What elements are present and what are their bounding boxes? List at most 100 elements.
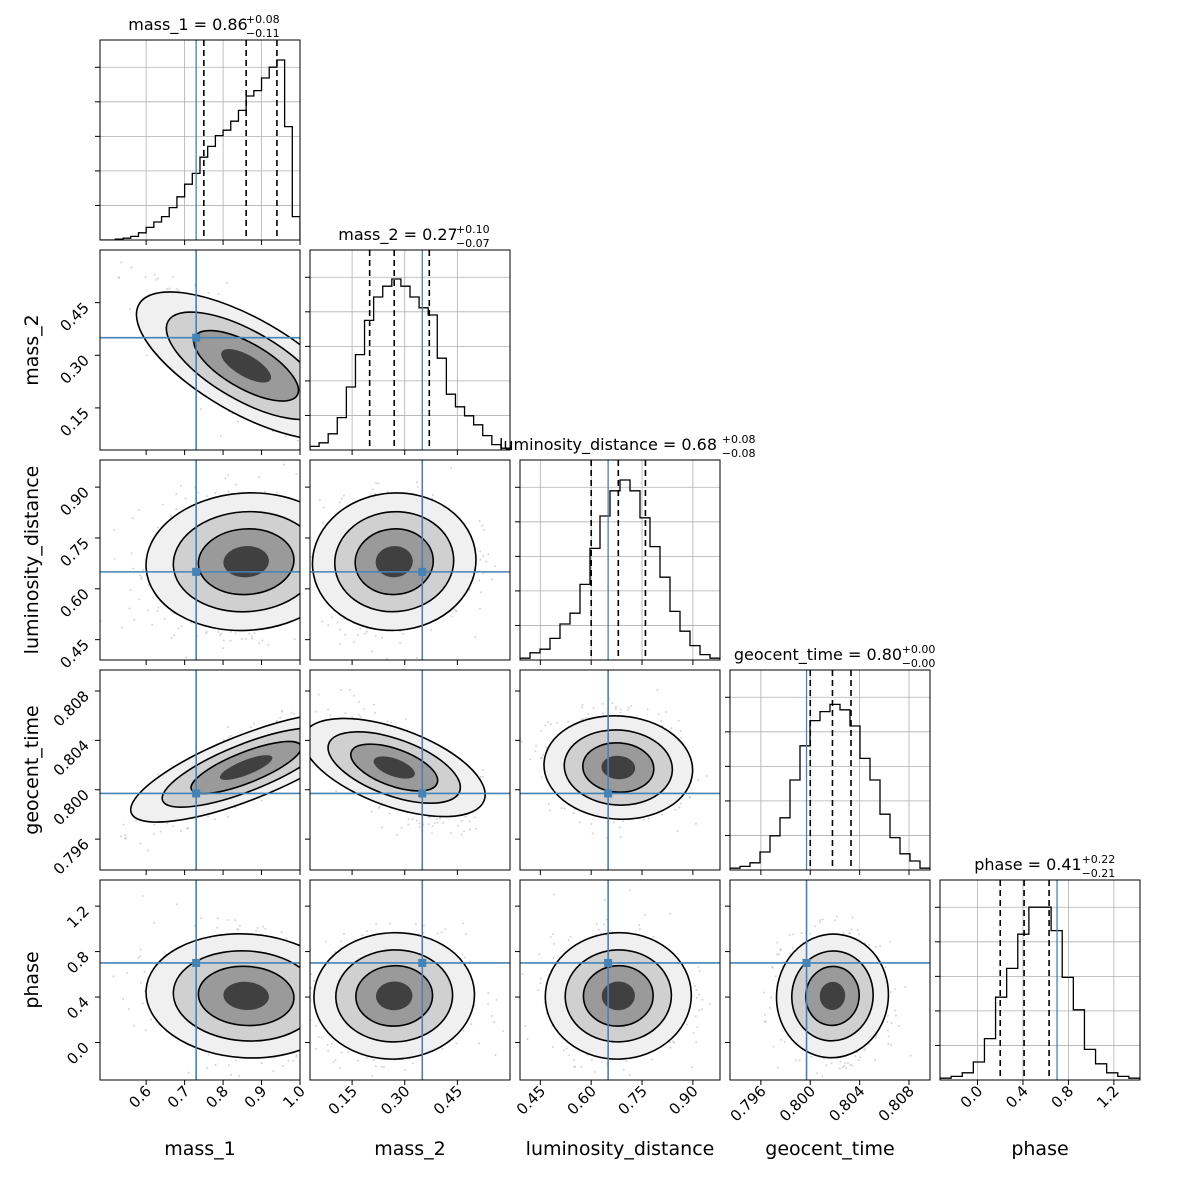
sample-point bbox=[581, 718, 584, 721]
sample-point bbox=[222, 647, 225, 650]
sample-point bbox=[545, 746, 548, 749]
hist-panel-luminosity_distance: luminosity_distance = 0.68 +0.08−0.08 bbox=[499, 433, 756, 665]
sample-point bbox=[481, 524, 484, 527]
sample-point bbox=[251, 637, 254, 640]
sample-point bbox=[344, 633, 347, 636]
sample-point bbox=[113, 529, 116, 532]
sample-point bbox=[688, 796, 691, 799]
sample-point bbox=[132, 567, 135, 570]
sample-point bbox=[121, 626, 124, 629]
sample-point bbox=[125, 836, 128, 839]
sample-point bbox=[321, 620, 324, 623]
truth-marker bbox=[192, 789, 201, 798]
sample-point bbox=[371, 650, 374, 653]
sample-point bbox=[306, 747, 308, 749]
sample-point bbox=[381, 826, 384, 829]
sample-point bbox=[407, 818, 410, 821]
panel-frame bbox=[309, 459, 511, 661]
sample-point bbox=[147, 584, 150, 587]
panel-frame bbox=[99, 249, 301, 451]
sample-point bbox=[217, 293, 220, 296]
sample-point bbox=[140, 576, 143, 579]
sample-point bbox=[353, 694, 356, 697]
sample-point bbox=[436, 821, 439, 824]
title-sup: +0.10 bbox=[456, 223, 490, 236]
sample-point bbox=[326, 425, 328, 427]
sample-point bbox=[146, 849, 149, 852]
sample-point bbox=[153, 273, 156, 276]
sample-point bbox=[302, 392, 304, 394]
sample-point bbox=[302, 750, 304, 752]
sample-point bbox=[311, 376, 313, 378]
sample-point bbox=[647, 817, 650, 820]
sample-point bbox=[300, 736, 302, 738]
sample-point bbox=[193, 284, 196, 287]
sample-point bbox=[449, 832, 452, 835]
sample-point bbox=[352, 640, 355, 643]
sample-point bbox=[180, 484, 183, 487]
sample-point bbox=[138, 598, 141, 601]
sample-point bbox=[331, 700, 333, 702]
sample-point bbox=[370, 810, 373, 813]
sample-point bbox=[317, 693, 320, 696]
sample-point bbox=[161, 503, 164, 506]
sample-point bbox=[304, 515, 306, 517]
sample-point bbox=[342, 494, 345, 497]
panel-content bbox=[100, 670, 346, 870]
sample-point bbox=[357, 713, 360, 716]
truth-marker bbox=[418, 789, 427, 798]
title-sub: −0.11 bbox=[246, 27, 280, 40]
panel-frame bbox=[99, 39, 301, 241]
sample-point bbox=[327, 614, 329, 616]
sample-point bbox=[460, 820, 463, 823]
y-tick-label: 0.30 bbox=[56, 351, 92, 387]
sample-point bbox=[119, 835, 122, 838]
sample-point bbox=[312, 429, 314, 431]
sample-point bbox=[205, 632, 208, 635]
sample-point bbox=[344, 715, 346, 717]
sample-point bbox=[142, 568, 145, 571]
sample-point bbox=[359, 627, 362, 630]
sample-point bbox=[482, 528, 485, 531]
sample-point bbox=[406, 443, 408, 445]
y-tick-label: 0.45 bbox=[56, 299, 92, 335]
sample-point bbox=[214, 492, 217, 495]
sample-point bbox=[431, 825, 434, 828]
sample-point bbox=[302, 407, 304, 409]
sample-point bbox=[344, 712, 347, 715]
sample-point bbox=[482, 572, 485, 575]
sample-point bbox=[430, 629, 433, 632]
sample-point bbox=[317, 481, 319, 483]
sample-point bbox=[323, 397, 325, 399]
sample-point bbox=[348, 688, 351, 691]
sample-point bbox=[316, 389, 318, 391]
sample-point bbox=[479, 775, 482, 778]
truth-marker bbox=[192, 567, 201, 576]
panel-frame bbox=[309, 669, 511, 871]
panel-mass_2-vs-luminosity_distance bbox=[305, 443, 511, 665]
sample-point bbox=[295, 472, 298, 475]
density-core bbox=[375, 546, 413, 578]
sample-point bbox=[156, 277, 159, 280]
sample-point bbox=[348, 422, 350, 424]
panel-frame bbox=[519, 459, 721, 661]
sample-point bbox=[327, 715, 329, 717]
sample-point bbox=[344, 438, 346, 440]
sample-point bbox=[304, 731, 306, 733]
sample-point bbox=[401, 632, 404, 635]
sample-point bbox=[139, 574, 142, 577]
sample-point bbox=[339, 642, 342, 645]
sample-point bbox=[318, 499, 321, 502]
sample-point bbox=[305, 738, 307, 740]
sample-point bbox=[431, 493, 434, 496]
sample-point bbox=[135, 820, 138, 823]
sample-point bbox=[374, 492, 377, 495]
sample-point bbox=[303, 751, 305, 753]
sample-point bbox=[549, 723, 552, 726]
sample-point bbox=[177, 627, 180, 630]
sample-point bbox=[133, 618, 136, 621]
sample-point bbox=[302, 397, 304, 399]
panel-frame bbox=[309, 249, 511, 451]
sample-point bbox=[156, 773, 159, 776]
